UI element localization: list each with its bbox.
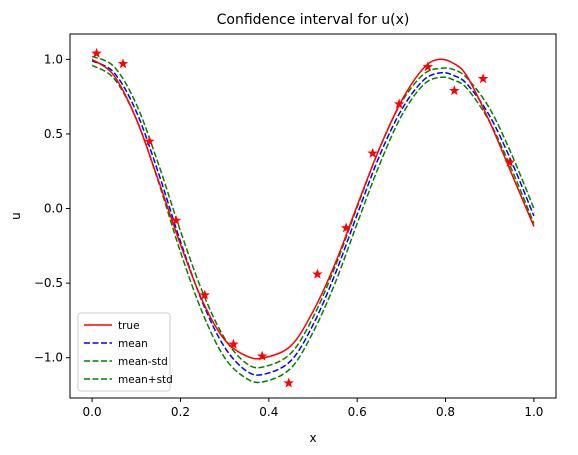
y-tick-label: 1.0 <box>44 52 63 66</box>
observation-point <box>367 147 378 158</box>
observation-point <box>449 85 460 96</box>
x-tick-label: 0.2 <box>171 405 190 419</box>
chart-title: Confidence interval for u(x) <box>217 12 410 28</box>
observation-point <box>144 135 155 146</box>
y-axis-label: u <box>9 212 23 220</box>
observation-point <box>91 47 102 58</box>
observation-point <box>312 268 323 279</box>
y-tick-label: −0.5 <box>34 276 63 290</box>
legend-label-mean-plus-std: mean+std <box>118 374 173 386</box>
y-tick-label: 0.0 <box>44 202 63 216</box>
plot-frame <box>69 33 557 399</box>
observation-point <box>117 58 129 69</box>
observation-point <box>340 222 352 233</box>
legend-label-mean: mean <box>118 338 148 350</box>
series-line-mean-std <box>91 64 535 384</box>
observation-points <box>91 47 515 388</box>
legend-box <box>77 312 171 392</box>
legend-label-true: true <box>118 320 140 332</box>
observation-point <box>283 377 294 388</box>
legend: true mean mean-std mean+std <box>77 312 173 392</box>
x-tick-label: 0.8 <box>436 405 455 419</box>
x-tick-label: 0.0 <box>83 405 102 419</box>
observation-point <box>422 61 434 72</box>
plot-lines <box>91 55 535 384</box>
series-line-mean <box>91 60 535 376</box>
x-tick-label: 1.0 <box>524 405 543 419</box>
y-tick-label: −1.0 <box>34 351 63 365</box>
observation-point <box>256 350 268 361</box>
x-tick-label: 0.4 <box>259 405 278 419</box>
x-axis: 0.0 0.2 0.4 0.6 0.8 1.0 <box>83 398 543 419</box>
observation-point <box>170 215 182 225</box>
y-tick-label: 0.5 <box>44 127 63 141</box>
legend-label-mean-minus-std: mean-std <box>118 356 168 368</box>
observation-point <box>477 73 489 84</box>
y-axis: −1.0 −0.5 0.0 0.5 1.0 <box>34 52 70 365</box>
observation-point <box>228 338 239 349</box>
observation-point <box>393 98 405 109</box>
x-tick-label: 0.6 <box>348 405 367 419</box>
series-line-true <box>91 58 535 360</box>
x-axis-label: x <box>309 431 316 445</box>
observation-point <box>199 289 210 300</box>
observation-point <box>504 156 515 167</box>
series-line-mean-std <box>91 55 535 369</box>
